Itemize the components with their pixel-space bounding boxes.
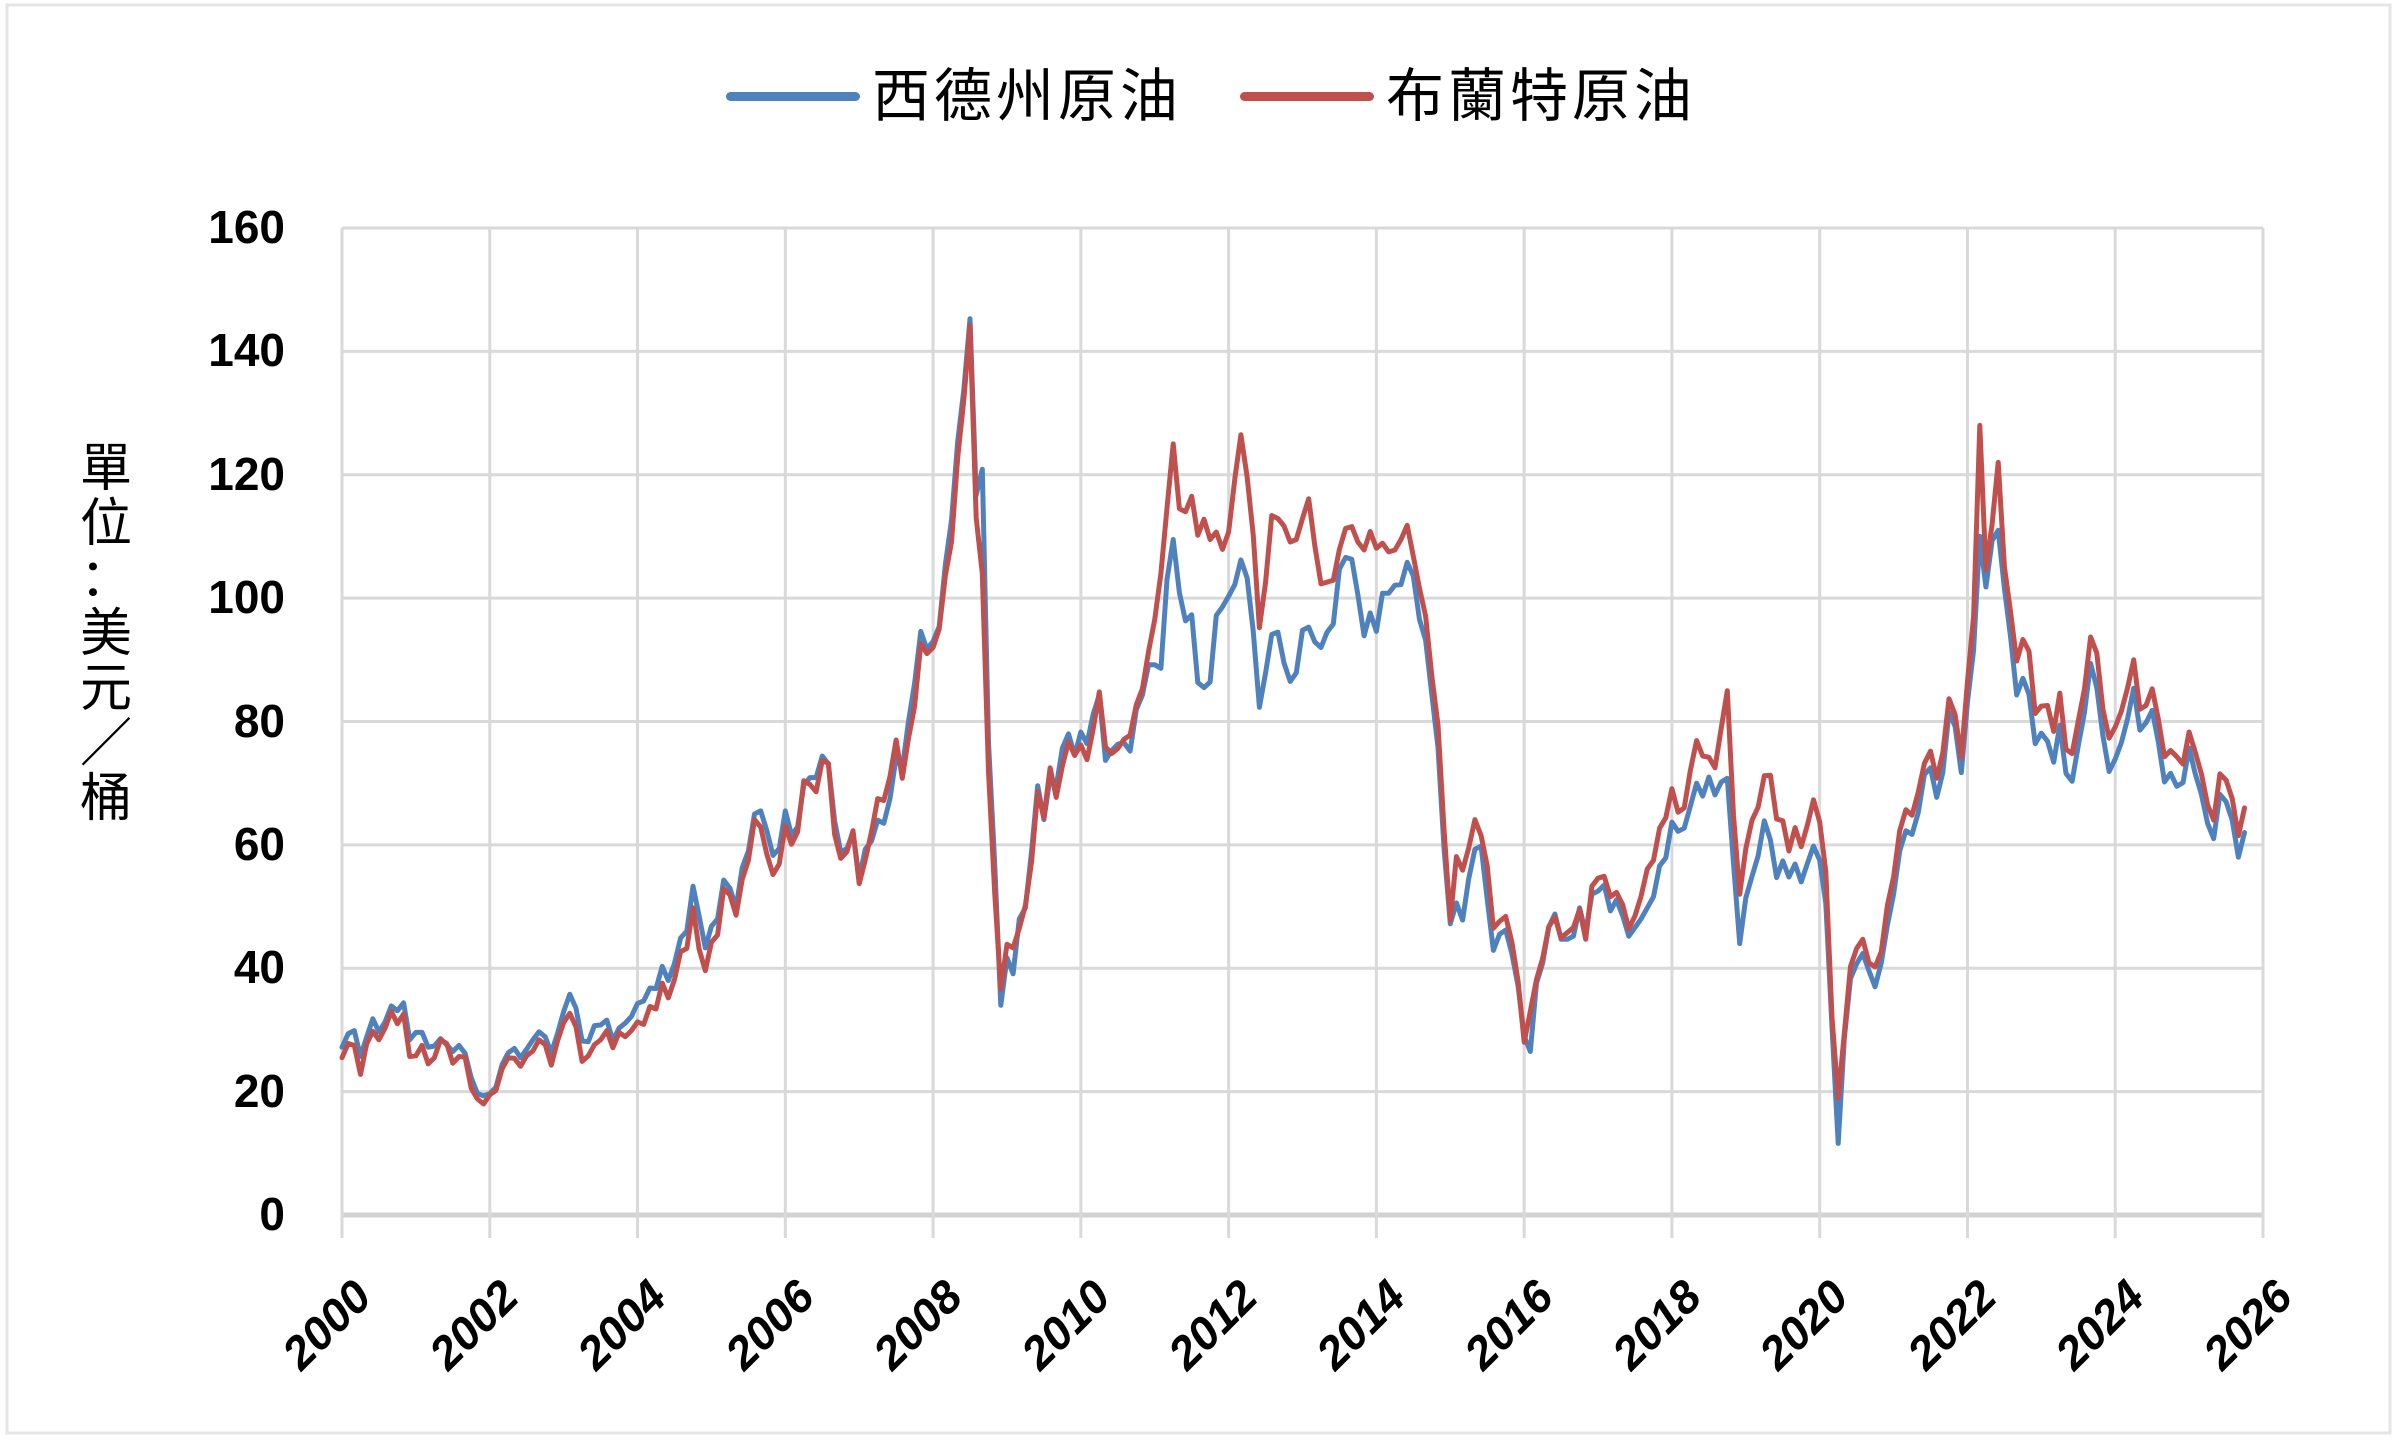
y-axis-title-char: 元: [79, 659, 132, 719]
y-tick-label-20: 20: [233, 1064, 285, 1117]
y-tick-label-120: 120: [208, 447, 285, 500]
gridlines: [340, 226, 2265, 1218]
series-lines: [339, 316, 2247, 1146]
y-tick-label-40: 40: [233, 941, 285, 994]
chart-border: [5, 3, 2392, 1435]
y-axis-title-char: ／: [79, 714, 132, 774]
y-tick-label-60: 60: [233, 817, 285, 870]
y-tick-label-0: 0: [259, 1188, 285, 1240]
legend-label-brent: 布蘭特原油: [1386, 62, 1697, 130]
y-axis-title-char: 美: [79, 604, 132, 664]
legend-label-wti: 西德州原油: [872, 62, 1183, 130]
y-axis-title-char: ：: [79, 549, 132, 609]
series-line-wti: [339, 316, 2247, 1146]
brent-line-swatch-icon: [1240, 91, 1375, 101]
y-tick-label-140: 140: [208, 324, 285, 377]
y-axis-title: 單位：美元／桶: [76, 442, 136, 827]
y-axis-title-char: 單: [79, 439, 132, 499]
legend-item-wti: 西德州原油: [726, 67, 1182, 125]
y-tick-label-100: 100: [208, 571, 285, 624]
axis-ticks: [340, 1215, 2265, 1238]
y-tick-label-80: 80: [233, 694, 285, 747]
y-tick-label-160: 160: [208, 201, 285, 253]
series-line-brent: [339, 323, 2247, 1107]
legend-item-brent: 布蘭特原油: [1240, 67, 1696, 125]
y-axis-title-char: 位: [79, 494, 132, 554]
wti-line-swatch-icon: [726, 91, 860, 101]
legend: 西德州原油 布蘭特原油: [726, 58, 1696, 134]
y-axis-title-char: 桶: [79, 769, 132, 829]
